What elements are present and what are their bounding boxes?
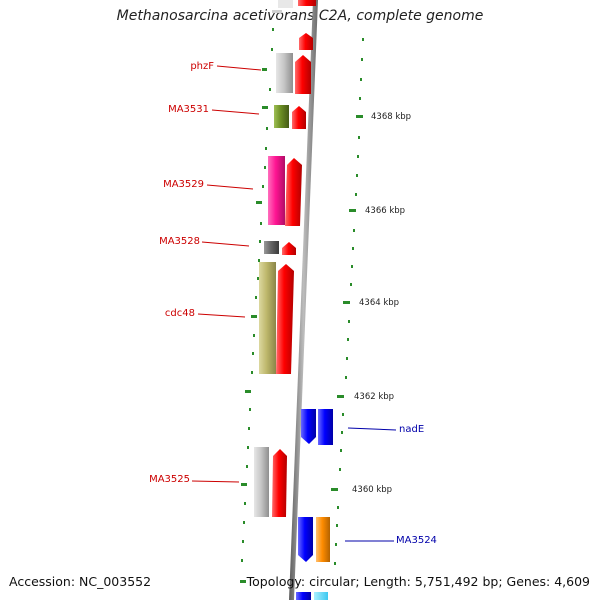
accession-text: Accession: NC_003552 [9,574,152,589]
small-forward-cds [299,33,313,50]
tick-4368 [356,115,363,118]
tick-label-4364: 4364 kbp [359,298,399,308]
gene-nadE-cds [301,409,316,444]
gene-MA3524-feature [316,517,330,562]
genome-title: Methanosarcina acetivorans C2A, complete… [116,8,484,24]
gene-MA3529-label: MA3529 [163,179,204,190]
gene-MA3525-feature [254,447,269,517]
tick-4366 [349,209,356,212]
inner-tick-ring [240,28,274,583]
gene-phzF-label: phzF [190,61,214,72]
gene-MA3528-cds [282,242,296,255]
outer-tick-ring [334,38,364,565]
gene-cdc48-feature [259,262,276,374]
tick-label-4360: 4360 kbp [352,485,392,495]
genome-summary-text: Topology: circular; Length: 5,751,492 bp… [246,574,590,589]
gene-MA3529[interactable]: MA3529 [163,156,302,226]
gene-MA3525[interactable]: MA3525 [149,447,287,517]
gene-MA3528-label: MA3528 [159,236,200,247]
gene-phzF-feature [276,53,293,93]
gene-nadE-label: nadE [399,424,424,435]
tick-4362 [337,395,344,398]
gene-MA3529-cds [285,158,302,226]
gene-phzF-cds [295,55,311,94]
bottom-partial-features [296,592,328,600]
gene-MA3531[interactable]: MA3531 [168,104,306,129]
gene-nadE[interactable]: nadE [301,409,424,445]
gene-nadE-feature [318,409,333,445]
gene-MA3528-feature [264,241,279,254]
top-partial-features [272,0,316,50]
gene-MA3531-label: MA3531 [168,104,209,115]
tick-label-4368: 4368 kbp [371,112,411,122]
gene-MA3525-label: MA3525 [149,474,190,485]
genome-backbone [289,0,318,600]
gene-phzF[interactable]: phzF [190,53,311,94]
gene-MA3524-cds [298,517,313,562]
gene-MA3524[interactable]: MA3524 [298,517,437,562]
gene-MA3524-label: MA3524 [396,535,437,546]
tick-labels: 4368 kbp 4366 kbp 4364 kbp 4362 kbp 4360… [352,112,411,495]
tick-label-4366: 4366 kbp [365,206,405,216]
gene-cdc48-cds [276,264,294,374]
tick-label-4362: 4362 kbp [354,392,394,402]
gene-MA3531-cds [292,106,306,129]
gene-cdc48-label: cdc48 [165,308,195,319]
gene-MA3525-cds [272,449,287,517]
major-ticks [331,115,363,491]
tick-4360 [331,488,338,491]
gene-cdc48[interactable]: cdc48 [165,262,294,374]
gene-MA3528[interactable]: MA3528 [159,236,296,255]
gene-MA3531-feature [274,105,289,128]
gene-MA3529-feature [268,156,285,225]
tick-4364 [343,301,350,304]
